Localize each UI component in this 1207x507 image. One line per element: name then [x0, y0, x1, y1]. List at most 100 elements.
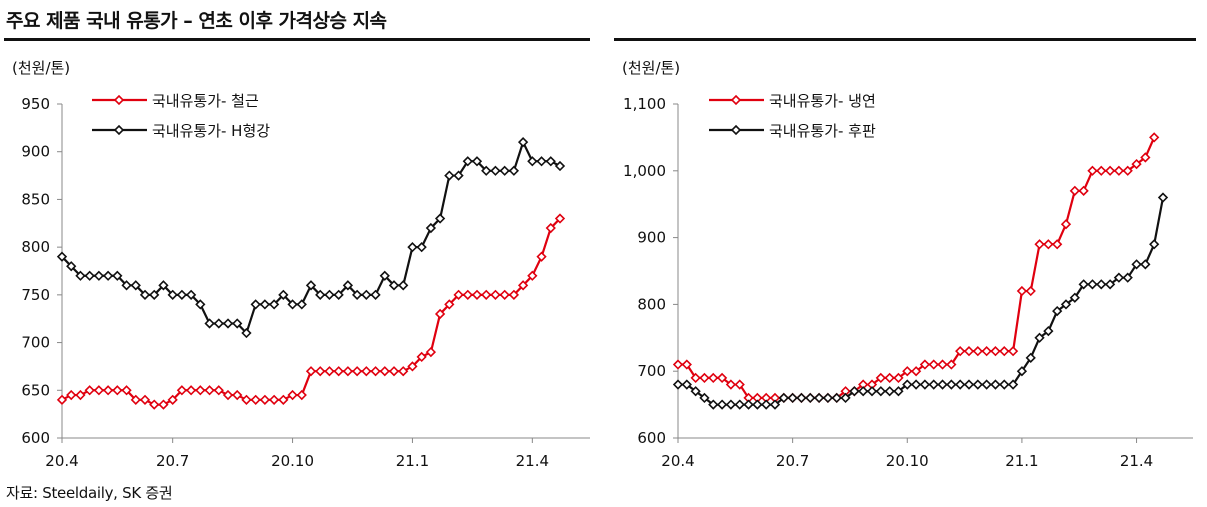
data-point — [471, 156, 483, 167]
series-0 — [56, 213, 566, 410]
data-point — [176, 385, 188, 396]
data-point — [1122, 272, 1133, 283]
data-point — [75, 389, 86, 401]
legend-label: 국내유통가- 철근 — [152, 92, 259, 110]
data-point — [1078, 279, 1089, 290]
data-point — [699, 392, 710, 404]
data-point — [1087, 165, 1098, 176]
data-point — [1078, 185, 1089, 196]
legend-marker — [113, 94, 125, 106]
y-tick-label: 950 — [21, 95, 50, 113]
data-point — [787, 392, 798, 404]
data-point — [268, 394, 280, 405]
data-point — [919, 359, 931, 370]
data-point — [822, 392, 834, 404]
data-point — [351, 289, 363, 300]
data-point — [1113, 272, 1125, 283]
x-tick-label: 20.4 — [45, 452, 78, 470]
data-point — [545, 156, 556, 167]
data-point — [681, 359, 692, 370]
data-point — [1025, 285, 1036, 297]
data-point — [946, 379, 957, 390]
data-point — [241, 327, 252, 339]
data-point — [858, 386, 869, 397]
data-point — [981, 379, 992, 390]
data-point — [453, 170, 464, 181]
data-point — [1016, 285, 1028, 297]
data-point — [398, 366, 409, 377]
data-point — [250, 299, 261, 310]
data-point — [1069, 185, 1080, 196]
data-point — [130, 280, 141, 291]
data-point — [716, 372, 728, 384]
data-point — [1025, 352, 1036, 363]
data-point — [708, 399, 719, 410]
data-point — [752, 399, 763, 410]
data-point — [361, 366, 372, 377]
data-point — [1104, 165, 1116, 176]
data-point — [407, 242, 418, 253]
data-point — [840, 392, 851, 404]
data-point — [342, 280, 354, 291]
x-tick-label: 20.10 — [271, 452, 314, 470]
data-point — [56, 394, 68, 405]
data-point — [139, 289, 151, 300]
x-tick-label: 21.1 — [1005, 452, 1038, 470]
y-tick-label: 1,100 — [623, 95, 666, 113]
data-point — [1007, 346, 1019, 357]
data-point — [1016, 366, 1028, 377]
data-point — [481, 289, 492, 300]
data-point — [379, 366, 390, 377]
data-point — [305, 366, 317, 377]
data-point — [204, 318, 215, 329]
data-point — [527, 270, 538, 281]
data-point — [946, 359, 957, 370]
data-point — [176, 289, 188, 300]
data-point — [554, 160, 566, 172]
data-point — [56, 251, 68, 262]
data-point — [536, 156, 547, 167]
data-point — [1104, 279, 1116, 290]
data-point — [508, 165, 520, 176]
data-point — [324, 366, 335, 377]
data-point — [734, 399, 745, 410]
y-tick-label: 900 — [637, 229, 666, 247]
data-point — [716, 399, 728, 410]
data-point — [93, 385, 105, 396]
data-point — [84, 270, 95, 281]
series-line — [61, 217, 561, 406]
data-point — [672, 359, 684, 370]
data-point — [499, 165, 510, 176]
data-point — [167, 289, 178, 300]
data-point — [333, 366, 344, 377]
data-point — [185, 385, 197, 396]
data-point — [1060, 299, 1072, 310]
data-point — [287, 299, 298, 310]
legend-label: 국내유통가- H형강 — [152, 122, 270, 140]
data-point — [444, 170, 455, 181]
data-point — [690, 386, 701, 397]
data-point — [866, 386, 878, 397]
data-point — [471, 289, 483, 300]
data-point — [990, 379, 1001, 390]
x-tick-label: 20.7 — [776, 452, 809, 470]
data-point — [167, 394, 178, 405]
data-point — [434, 308, 446, 320]
data-point — [902, 379, 913, 390]
data-point — [305, 280, 317, 291]
data-point — [250, 394, 261, 405]
data-point — [1157, 192, 1169, 203]
data-point — [999, 346, 1010, 357]
data-point — [963, 346, 975, 357]
data-point — [1140, 259, 1151, 270]
data-point — [796, 392, 807, 404]
x-tick-label: 21.4 — [516, 452, 549, 470]
left-title-rule — [4, 38, 590, 41]
x-tick-label: 20.10 — [886, 452, 929, 470]
data-point — [1060, 219, 1072, 230]
data-point — [268, 299, 280, 310]
y-tick-label: 800 — [21, 238, 50, 256]
data-point — [1096, 165, 1107, 176]
data-point — [149, 399, 160, 410]
data-point — [425, 346, 437, 358]
